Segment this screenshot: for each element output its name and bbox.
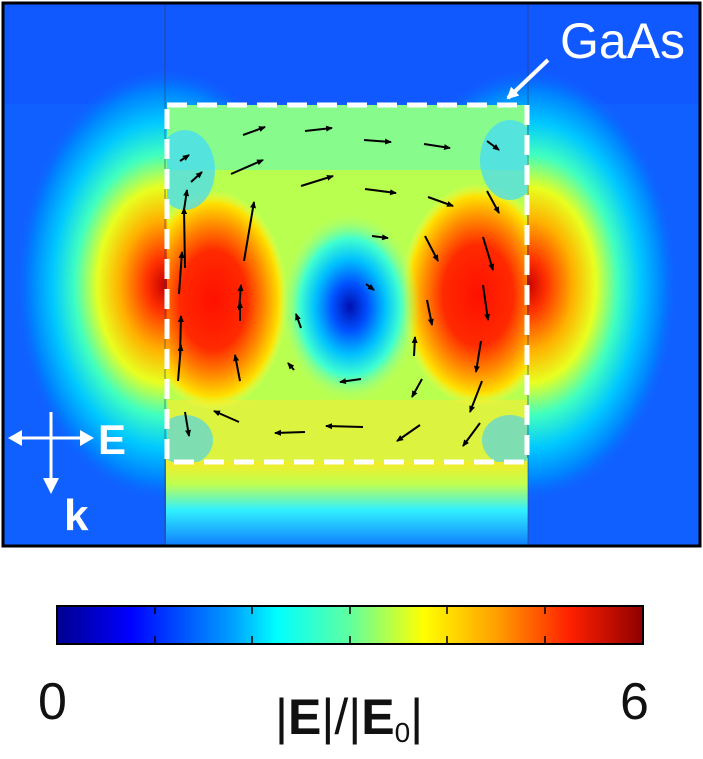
field-arrow bbox=[325, 423, 364, 430]
field-arrow bbox=[411, 378, 423, 398]
material-pointer-arrow bbox=[506, 58, 550, 100]
field-arrow bbox=[181, 207, 188, 269]
field-arrow bbox=[295, 313, 302, 329]
field-arrow bbox=[482, 236, 495, 271]
field-arrow bbox=[190, 171, 203, 183]
colorbar-title-sub: 0 bbox=[394, 717, 411, 748]
field-arrow bbox=[178, 251, 185, 295]
field-arrow bbox=[482, 284, 491, 321]
e-field-label: E bbox=[98, 416, 126, 463]
field-arrow bbox=[304, 125, 333, 132]
colorbar-title-end: | bbox=[410, 689, 424, 745]
field-arrow bbox=[486, 190, 500, 214]
field-arrow bbox=[300, 174, 334, 187]
field-arrow bbox=[411, 336, 418, 357]
colorbar-min-label: 0 bbox=[38, 673, 67, 731]
field-arrow bbox=[423, 143, 451, 151]
field-arrow bbox=[371, 234, 389, 241]
field-arrow bbox=[363, 138, 392, 145]
colorbar bbox=[56, 605, 644, 645]
colorbar-title-sep: |/| bbox=[321, 689, 362, 745]
field-arrow bbox=[426, 299, 434, 326]
field-arrow bbox=[243, 201, 256, 262]
colorbar-max-label: 6 bbox=[620, 673, 649, 731]
field-arrow bbox=[365, 283, 375, 291]
field-map bbox=[4, 4, 699, 545]
field-arrow bbox=[287, 362, 295, 371]
field-arrow bbox=[213, 410, 240, 423]
field-arrow bbox=[462, 422, 481, 447]
field-arrows bbox=[177, 125, 500, 447]
field-arrow bbox=[364, 188, 397, 196]
field-arrow bbox=[427, 196, 454, 207]
plot-frame bbox=[1, 1, 702, 548]
field-arrow bbox=[469, 380, 483, 413]
field-arrow bbox=[424, 235, 439, 262]
colorbar-title: |E|/|E0| bbox=[275, 688, 423, 749]
field-arrow bbox=[179, 154, 190, 162]
field-arrow bbox=[473, 340, 482, 373]
material-label: GaAs bbox=[560, 13, 685, 69]
field-arrow bbox=[184, 411, 191, 437]
field-arrow bbox=[183, 189, 190, 211]
field-arrow bbox=[486, 140, 500, 151]
field-arrow bbox=[230, 159, 264, 175]
field-arrow bbox=[233, 354, 241, 382]
colorbar-title-bar: | bbox=[275, 689, 288, 745]
field-arrow bbox=[339, 378, 362, 385]
k-vector-label: k bbox=[64, 491, 89, 540]
field-arrow bbox=[274, 429, 306, 436]
colorbar-title-e0: E bbox=[361, 689, 395, 745]
gaas-outline bbox=[164, 102, 530, 465]
polarization-icon bbox=[8, 412, 94, 494]
field-arrow bbox=[242, 126, 266, 136]
field-arrow bbox=[177, 344, 184, 382]
colorbar-title-e: E bbox=[288, 689, 322, 745]
field-arrow bbox=[396, 424, 421, 442]
